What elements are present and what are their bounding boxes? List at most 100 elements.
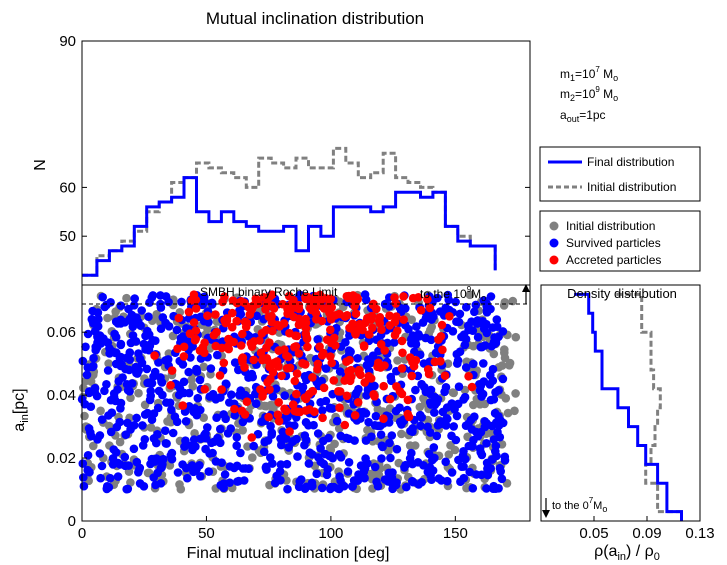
initial-point — [397, 429, 406, 439]
survived-point — [129, 421, 139, 430]
accreted-point — [425, 303, 435, 313]
initial-point — [176, 484, 186, 494]
accreted-point — [274, 362, 283, 371]
accreted-point — [288, 400, 298, 409]
survived-point — [132, 413, 141, 423]
survived-point — [449, 422, 459, 431]
accreted-point — [230, 404, 239, 414]
accreted-point — [311, 308, 321, 318]
survived-point — [458, 451, 468, 460]
accreted-point — [275, 322, 285, 331]
accreted-point — [302, 334, 312, 344]
accreted-point — [403, 395, 413, 405]
survived-point — [305, 448, 315, 458]
initial-point — [448, 388, 458, 397]
accreted-point — [292, 331, 302, 341]
density-final-line — [574, 292, 683, 521]
survived-point — [147, 379, 157, 388]
accreted-point — [285, 363, 295, 373]
initial-point — [465, 290, 475, 300]
survived-point — [471, 300, 481, 310]
initial-point — [410, 441, 420, 450]
survived-point — [238, 464, 248, 473]
survived-point — [88, 306, 97, 316]
survived-point — [313, 429, 323, 438]
survived-point — [83, 451, 93, 460]
survived-point — [434, 474, 444, 483]
survived-point — [391, 406, 401, 416]
accreted-point — [212, 327, 221, 337]
initial-point — [503, 408, 513, 418]
survived-point — [353, 354, 362, 363]
survived-point — [121, 364, 130, 374]
accreted-point — [224, 335, 234, 344]
survived-point — [100, 302, 109, 312]
accreted-point — [294, 349, 304, 358]
accreted-point — [290, 406, 300, 416]
survived-point — [317, 483, 327, 493]
initial-point — [462, 483, 471, 493]
survived-point — [79, 481, 89, 491]
survived-point — [145, 298, 154, 307]
accreted-point — [399, 315, 409, 325]
accreted-point — [364, 330, 374, 339]
scatter-x-ticks: 0 50 100 150 — [78, 516, 468, 542]
survived-point — [454, 317, 464, 327]
survived-point — [388, 484, 397, 494]
survived-point — [302, 435, 311, 445]
accreted-point — [200, 348, 209, 358]
survived-point — [208, 389, 218, 399]
accreted-point — [249, 355, 258, 365]
legend-survived-marker — [549, 238, 559, 248]
accreted-point — [385, 394, 395, 404]
survived-point — [482, 301, 492, 311]
survived-point — [158, 459, 167, 469]
accreted-point — [345, 355, 354, 365]
survived-point — [380, 475, 390, 484]
accreted-point — [319, 304, 329, 313]
survived-point — [212, 413, 221, 423]
accreted-point — [375, 318, 385, 328]
survived-point — [441, 457, 451, 467]
survived-point — [425, 398, 435, 407]
survived-point — [359, 467, 369, 477]
scatter-points — [77, 290, 521, 494]
initial-point — [500, 345, 509, 354]
survived-point — [479, 359, 488, 368]
survived-point — [386, 453, 395, 463]
histogram-final-line — [82, 176, 497, 277]
scatter-y-ticks: 0 0.02 0.04 0.06 — [47, 324, 87, 530]
survived-point — [392, 444, 402, 454]
survived-point — [413, 371, 423, 381]
accreted-point — [280, 345, 289, 354]
accreted-point — [300, 393, 310, 402]
survived-point — [411, 385, 420, 395]
scatter-panel: SMBH binary Roche Limit to the 109Mo 0 50… — [11, 284, 531, 562]
survived-point — [455, 309, 465, 319]
initial-point — [111, 307, 120, 316]
survived-point — [336, 476, 345, 486]
accreted-point — [397, 336, 407, 346]
survived-point — [325, 451, 334, 461]
survived-point — [88, 362, 97, 372]
histogram-title: Mutual inclination distribution — [206, 9, 424, 28]
initial-point — [511, 332, 521, 342]
scatter-y-tick-label: 0 — [68, 513, 76, 530]
survived-point — [100, 386, 109, 396]
survived-point — [489, 395, 499, 404]
survived-point — [122, 353, 131, 363]
survived-point — [219, 410, 228, 419]
legend-survived-label: Survived particles — [566, 236, 661, 250]
initial-point — [122, 293, 131, 303]
survived-point — [318, 406, 327, 415]
survived-point — [116, 404, 125, 413]
survived-point — [86, 402, 96, 412]
accreted-point — [241, 322, 251, 332]
survived-point — [120, 452, 130, 462]
survived-point — [105, 344, 114, 353]
survived-point — [84, 388, 94, 398]
survived-point — [460, 340, 470, 350]
accreted-point — [285, 427, 294, 436]
survived-point — [395, 417, 405, 427]
accreted-point — [312, 315, 321, 324]
